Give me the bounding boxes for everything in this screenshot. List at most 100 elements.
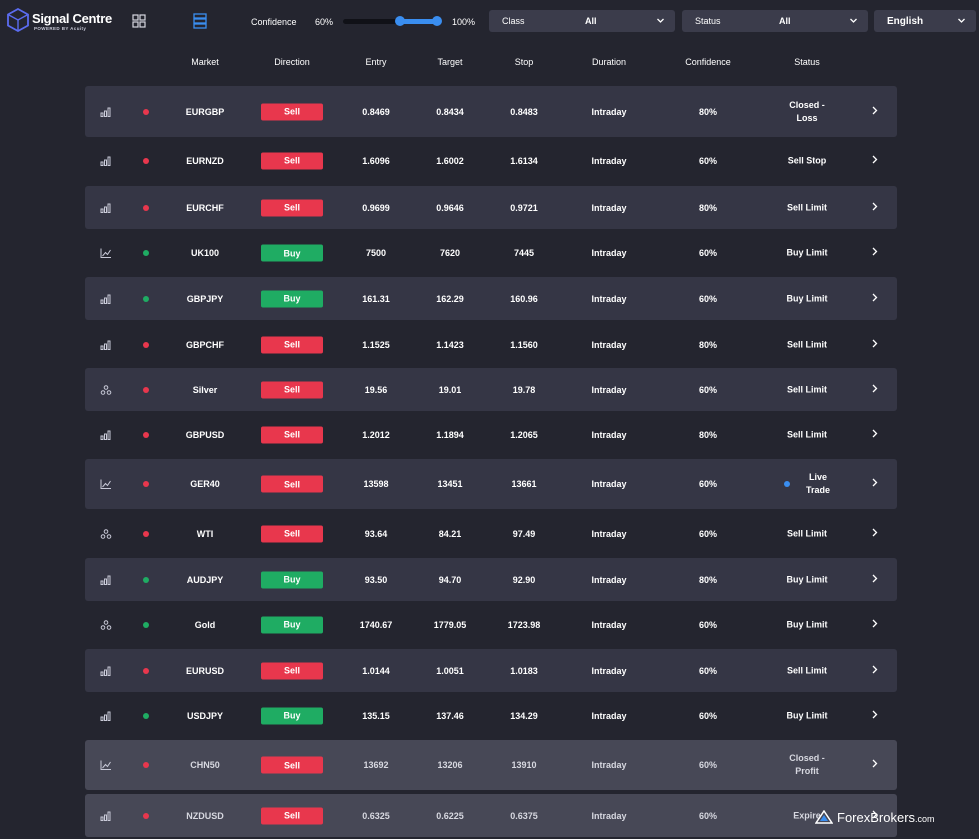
- duration-value: Intraday: [591, 710, 627, 721]
- table-row[interactable]: GER40 Sell 13598 13451 13661 Intraday 60% Live …: [85, 459, 897, 509]
- stop-value: 134.29: [510, 710, 538, 721]
- table-row[interactable]: WTI Sell 93.64 84.21 97.49 Intraday 60% Sell Li…: [85, 512, 897, 555]
- direction-cell: Sell: [261, 103, 323, 120]
- watermark-name: ForexBrokers: [837, 809, 916, 825]
- buy-badge: Buy: [261, 616, 323, 633]
- direction-dot: [143, 576, 149, 583]
- brand-tagline: POWERED BY Acuity: [34, 26, 87, 31]
- signal-centre-logo[interactable]: Signal Centre POWERED BY Acuity: [6, 8, 116, 34]
- chevron-right-icon[interactable]: [872, 106, 879, 118]
- sell-badge: Sell: [261, 426, 323, 443]
- confidence-slider[interactable]: [343, 16, 442, 26]
- stop-value: 1.0183: [510, 665, 538, 676]
- chevron-right-icon[interactable]: [872, 384, 879, 396]
- direction-cell: Buy: [261, 707, 323, 724]
- bar-chart-icon: [100, 711, 112, 721]
- chevron-right-icon[interactable]: [872, 155, 879, 167]
- table-row[interactable]: GBPJPY Buy 161.31 162.29 160.96 Intraday 60% Bu…: [85, 277, 897, 320]
- chevron-down-icon: [656, 16, 665, 27]
- class-filter-dropdown[interactable]: Class All: [489, 10, 675, 32]
- chevron-right-icon[interactable]: [872, 574, 879, 586]
- red-dot-icon: [143, 386, 149, 393]
- market-name: AUDJPY: [186, 574, 224, 585]
- sell-badge: Sell: [261, 336, 323, 353]
- entry-value: 0.9699: [362, 202, 390, 213]
- table-row[interactable]: EURGBP Sell 0.8469 0.8434 0.8483 Intraday 80% C…: [85, 86, 897, 137]
- market-name: WTI: [196, 528, 214, 539]
- table-row[interactable]: GBPCHF Sell 1.1525 1.1423 1.1560 Intraday 80% S…: [85, 323, 897, 366]
- confidence-slider-min-handle[interactable]: [395, 16, 405, 26]
- buy-badge: Buy: [261, 244, 323, 262]
- chevron-right-icon[interactable]: [872, 665, 879, 677]
- entry-value: 19.56: [364, 384, 388, 395]
- chevron-right-icon[interactable]: [872, 293, 879, 305]
- direction-dot: [143, 481, 149, 487]
- direction-dot: [143, 621, 149, 628]
- duration-value: Intraday: [591, 479, 627, 489]
- red-dot-icon: [143, 667, 149, 674]
- confidence-value: 60%: [698, 810, 718, 821]
- confidence-value: 80%: [698, 574, 718, 585]
- direction-cell: Sell: [261, 381, 323, 398]
- red-dot-icon: [143, 204, 149, 211]
- chevron-right-icon[interactable]: [872, 202, 879, 214]
- status-value: Closed - Profit: [789, 753, 825, 776]
- stop-value: 1.6134: [510, 155, 538, 166]
- status-value: Expire: [793, 810, 821, 820]
- table-row[interactable]: UK100 Buy 7500 7620 7445 Intraday 60% Buy Limit: [85, 231, 897, 275]
- list-icon: [193, 13, 207, 29]
- target-value: 13206: [437, 760, 463, 770]
- table-row[interactable]: CHN50 Sell 13692 13206 13910 Intraday 60% Close…: [85, 740, 897, 790]
- target-value: 1.1894: [436, 429, 464, 440]
- entry-value: 1740.67: [359, 619, 393, 630]
- confidence-slider-max-handle[interactable]: [432, 16, 442, 26]
- chevron-right-icon[interactable]: [872, 429, 879, 441]
- chevron-down-icon: [849, 16, 858, 27]
- column-header-status: Status: [794, 57, 820, 67]
- table-row[interactable]: USDJPY Buy 135.15 137.46 134.29 Intraday 60% Bu…: [85, 694, 897, 737]
- market-name: UK100: [190, 248, 220, 258]
- direction-dot: [143, 530, 149, 537]
- column-header-target: Target: [437, 57, 463, 67]
- table-row[interactable]: EURUSD Sell 1.0144 1.0051 1.0183 Intraday 60% S…: [85, 649, 897, 692]
- status-filter-dropdown[interactable]: Status All: [682, 10, 868, 32]
- chevron-right-icon[interactable]: [872, 528, 879, 540]
- market-name: GBPJPY: [186, 293, 224, 304]
- class-filter-label: Class: [502, 16, 525, 26]
- status-value: Sell Limit: [786, 202, 828, 212]
- target-value: 94.70: [438, 574, 462, 585]
- chevron-right-icon[interactable]: [872, 710, 879, 722]
- table-row[interactable]: EURCHF Sell 0.9699 0.9646 0.9721 Intraday 80% S…: [85, 186, 897, 229]
- duration-value: Intraday: [591, 293, 627, 304]
- chevron-right-icon[interactable]: [872, 247, 879, 259]
- language-dropdown[interactable]: English: [874, 10, 976, 32]
- confidence-value: 60%: [698, 619, 718, 630]
- chevron-right-icon[interactable]: [872, 339, 879, 351]
- table-row[interactable]: Silver Sell 19.56 19.01 19.78 Intraday 60% Sell…: [85, 368, 897, 411]
- table-row[interactable]: GBPUSD Sell 1.2012 1.1894 1.2065 Intraday 80% S…: [85, 413, 897, 456]
- confidence-min-value: 60%: [315, 17, 334, 27]
- table-row[interactable]: NZDUSD Sell 0.6325 0.6225 0.6375 Intraday 60% E…: [85, 794, 897, 837]
- table-row[interactable]: Gold Buy 1740.67 1779.05 1723.98 Intraday 60% B…: [85, 603, 897, 646]
- chevron-right-icon[interactable]: [872, 759, 879, 771]
- list-view-button[interactable]: [191, 12, 209, 30]
- commodity-icon: [100, 528, 112, 539]
- sell-badge: Sell: [261, 525, 323, 542]
- chevron-right-icon[interactable]: [872, 478, 879, 490]
- table-row[interactable]: EURNZD Sell 1.6096 1.6002 1.6134 Intraday 60% S…: [85, 139, 897, 182]
- market-name: GBPCHF: [186, 339, 224, 350]
- green-dot-icon: [143, 576, 149, 583]
- duration-value: Intraday: [591, 760, 627, 770]
- grid-view-button[interactable]: [130, 12, 148, 30]
- column-header-entry: Entry: [365, 57, 387, 67]
- column-header-market: Market: [191, 57, 219, 67]
- direction-dot: [143, 250, 149, 256]
- chevron-right-icon[interactable]: [872, 810, 879, 822]
- direction-dot: [143, 712, 149, 719]
- table-row[interactable]: AUDJPY Buy 93.50 94.70 92.90 Intraday 80% Buy L…: [85, 558, 897, 601]
- duration-value: Intraday: [591, 810, 627, 821]
- direction-cell: Sell: [261, 475, 323, 493]
- chevron-right-icon[interactable]: [872, 619, 879, 631]
- buy-badge: Buy: [261, 571, 323, 588]
- sell-badge: Sell: [261, 103, 323, 120]
